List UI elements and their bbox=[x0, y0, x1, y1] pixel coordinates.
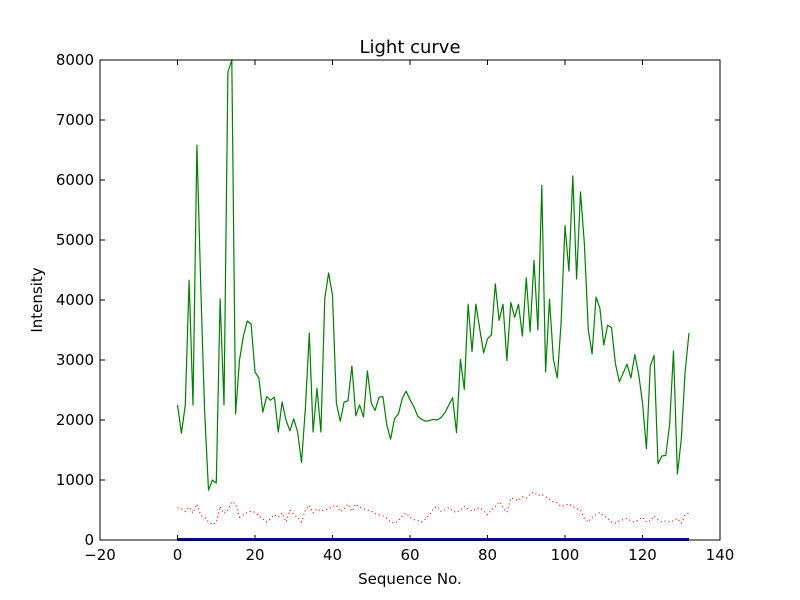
y-axis-label: Intensity bbox=[28, 267, 46, 332]
axes-background bbox=[100, 60, 720, 540]
x-tick-label: 60 bbox=[400, 546, 419, 564]
series-line-0 bbox=[176, 59, 690, 491]
y-tick-label: 1000 bbox=[56, 471, 94, 489]
y-tick-label: 2000 bbox=[56, 411, 94, 429]
x-tick-label: 140 bbox=[706, 546, 735, 564]
y-tick-label: 7000 bbox=[56, 111, 94, 129]
x-tick-label: 0 bbox=[173, 546, 183, 564]
y-tick-label: 3000 bbox=[56, 351, 94, 369]
y-tick-label: 4000 bbox=[56, 291, 94, 309]
chart-title: Light curve bbox=[359, 37, 460, 58]
x-tick-label: −20 bbox=[84, 546, 116, 564]
x-tick-label: 100 bbox=[551, 546, 580, 564]
x-tick-label: 40 bbox=[323, 546, 342, 564]
y-tick-label: 6000 bbox=[56, 171, 94, 189]
x-axis-label: Sequence No. bbox=[358, 570, 462, 588]
x-tick-label: 20 bbox=[245, 546, 264, 564]
plot-area bbox=[99, 59, 721, 541]
y-tick-label: 0 bbox=[84, 531, 94, 549]
x-tick-label: 120 bbox=[628, 546, 657, 564]
y-tick-label: 8000 bbox=[56, 51, 94, 69]
ticks-layer: −20 0 20 40 60 80 100 120 1400100020003000400050… bbox=[56, 51, 735, 564]
y-tick-label: 5000 bbox=[56, 231, 94, 249]
x-tick-label: 80 bbox=[478, 546, 497, 564]
